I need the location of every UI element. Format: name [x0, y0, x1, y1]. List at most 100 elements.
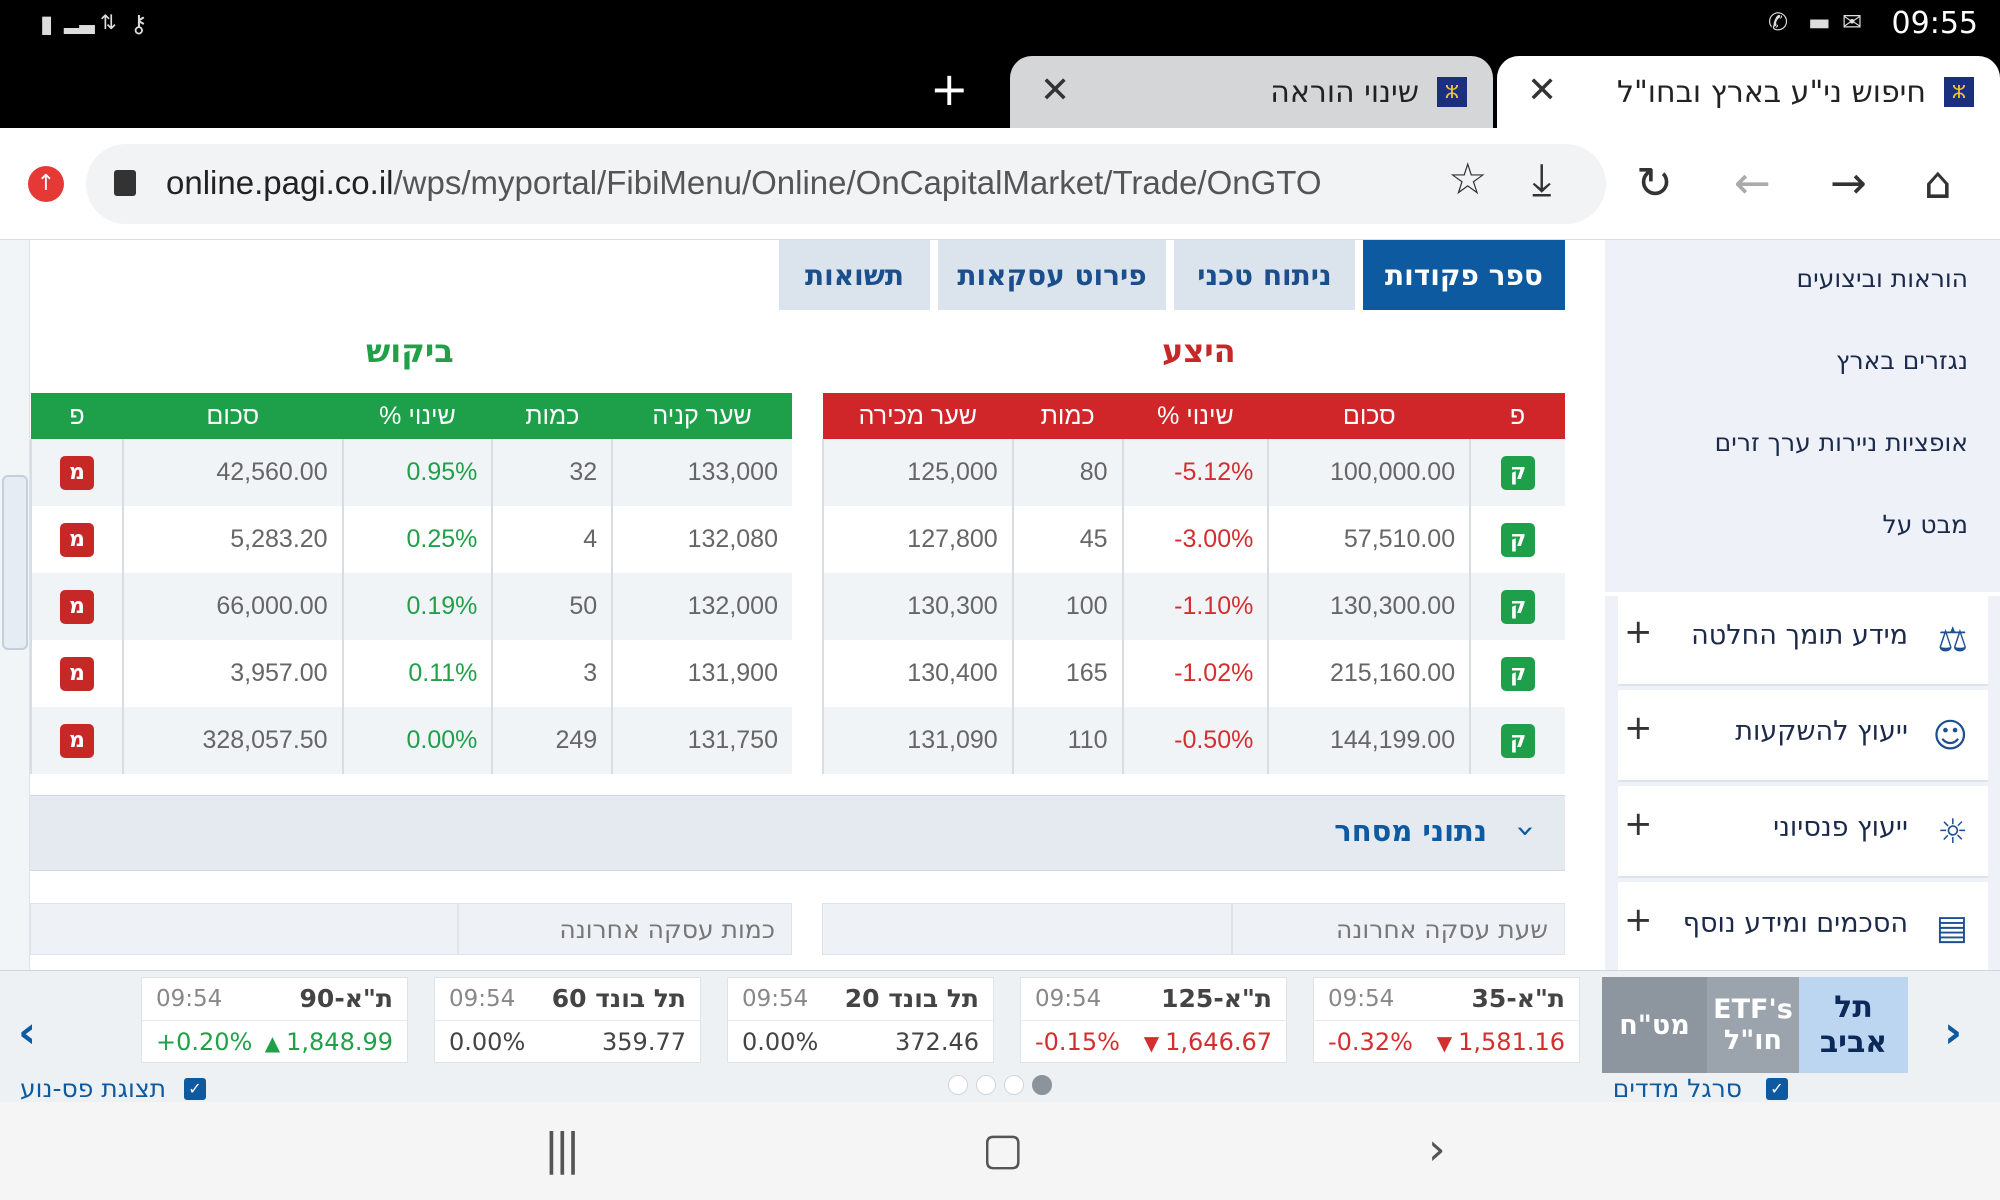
supply-row[interactable]: 125,000 80 -5.12% 100,000.00 ק — [822, 439, 1565, 506]
index-value: 359.77 — [602, 1028, 686, 1056]
accordion-label: הסכמים ומידע נוסף — [1682, 908, 1908, 939]
index-name: תל בונד 60 — [551, 984, 686, 1013]
supply-cell-badge: ק — [1469, 439, 1565, 506]
download-icon[interactable]: ⤓ — [1532, 154, 1552, 205]
triangle-up-icon: ▲ — [264, 1031, 281, 1055]
browser-tab-active[interactable]: ⵣ חיפוש ני"ע בארץ ובחו"ל ✕ — [1497, 56, 2000, 128]
buy-badge[interactable]: ק — [1501, 723, 1536, 758]
trade-data-toggle[interactable]: › נתוני מסחר — [30, 795, 1565, 871]
market-tab-forex[interactable]: מט"ח — [1602, 977, 1707, 1073]
last-trade-time-label: שעת עסקה אחרונה — [1336, 915, 1548, 944]
supply-row[interactable]: 131,090 110 -0.50% 144,199.00 ק — [822, 707, 1565, 774]
tape-view-checkbox[interactable]: ✓ — [184, 1078, 206, 1100]
sidebar-link-overview[interactable]: מבט על — [1882, 510, 1968, 539]
update-icon[interactable]: ↑ — [28, 166, 64, 202]
sell-badge[interactable]: מ — [59, 589, 94, 624]
market-tab-tel-aviv[interactable]: תל אביב — [1799, 977, 1908, 1073]
sidebar-link-derivatives[interactable]: נגזרים בארץ — [1836, 346, 1968, 375]
sell-badge[interactable]: מ — [59, 656, 94, 691]
scroll-thumb[interactable] — [2, 475, 28, 650]
index-value-wrap: 372.46 — [895, 1028, 979, 1056]
sell-badge[interactable]: מ — [59, 455, 94, 490]
lock-icon[interactable] — [114, 170, 136, 196]
sell-badge[interactable]: מ — [59, 522, 94, 557]
ticker-page-dot[interactable] — [1004, 1075, 1024, 1095]
buy-badge[interactable]: ק — [1501, 455, 1536, 490]
index-card[interactable]: תל בונד 20 09:54 372.46 0.00% — [727, 977, 994, 1063]
ticker-next-arrow-icon[interactable]: › — [1944, 1007, 1963, 1058]
tape-view-label[interactable]: תצוגת פס-נוע — [20, 1074, 167, 1103]
tab-technical-analysis[interactable]: ניתוח טכני — [1174, 240, 1355, 310]
browser-tab-strip: ⵣ שינוי הוראה ✕ ⵣ חיפוש ני"ע בארץ ובחו"ל… — [0, 50, 2000, 128]
col-header-amount: סכום — [206, 401, 260, 430]
buy-badge[interactable]: ק — [1501, 656, 1536, 691]
index-bar-checkbox[interactable]: ✓ — [1766, 1078, 1788, 1100]
supply-cell-amount: 130,300.00 — [1267, 573, 1471, 640]
demand-row[interactable]: מ 42,560.00 0.95% 32 133,000 — [30, 439, 792, 506]
plus-icon[interactable]: + — [1624, 708, 1653, 748]
recent-apps-icon[interactable]: ||| — [544, 1124, 581, 1175]
triangle-down-icon: ▼ — [1436, 1031, 1453, 1055]
tab-order-book[interactable]: ספר פקודות — [1363, 240, 1565, 310]
close-tab-icon[interactable]: ✕ — [1040, 70, 1071, 111]
buy-badge[interactable]: ק — [1501, 522, 1536, 557]
demand-cell-amount: 42,560.00 — [121, 439, 343, 506]
index-name: ת"א-125 — [1161, 984, 1272, 1013]
demand-row[interactable]: מ 328,057.50 0.00% 249 131,750 — [30, 707, 792, 774]
col-header-amount: סכום — [1342, 401, 1396, 430]
browser-tab-inactive[interactable]: ⵣ שינוי הוראה ✕ — [1010, 56, 1493, 128]
index-value: 1,848.99 — [286, 1028, 393, 1056]
demand-row[interactable]: מ 5,283.20 0.25% 4 132,080 — [30, 506, 792, 573]
demand-cell-price: 131,750 — [611, 707, 792, 774]
sidebar-link-foreign-options[interactable]: אופציות ניירות ערך זרים — [1714, 428, 1968, 457]
trade-data-title: נתוני מסחר — [1334, 814, 1487, 848]
accordion-decision-support[interactable]: ⚖ מידע תומך החלטה + — [1618, 594, 1988, 686]
tab-returns[interactable]: תשואות — [779, 240, 930, 310]
supply-row[interactable]: 130,300 100 -1.10% 130,300.00 ק — [822, 573, 1565, 640]
accordion-investment-advice[interactable]: ☺ ייעוץ להשקעות + — [1618, 690, 1988, 782]
index-card[interactable]: ת"א-125 09:54 ▼ 1,646.67 -0.15% — [1020, 977, 1287, 1063]
accordion-pension-advice[interactable]: ☼ ייעוץ פנסיוני + — [1618, 786, 1988, 878]
reload-icon[interactable]: ↻ — [1636, 158, 1673, 209]
market-tab-etfs[interactable]: ETF's חו"ל — [1707, 977, 1799, 1073]
demand-row[interactable]: מ 3,957.00 0.11% 3 131,900 — [30, 640, 792, 707]
ticker-page-dot[interactable] — [1032, 1075, 1052, 1095]
index-bar-label[interactable]: סרגל מדדים — [1612, 1074, 1742, 1103]
new-tab-icon[interactable]: + — [930, 62, 969, 116]
sell-badge[interactable]: מ — [59, 723, 94, 758]
accordion-agreements[interactable]: ▤ הסכמים ומידע נוסף + — [1618, 882, 1988, 970]
supply-row[interactable]: 127,800 45 -3.00% 57,510.00 ק — [822, 506, 1565, 573]
back-icon[interactable]: ← — [1734, 158, 1771, 209]
android-nav-bar: ||| ▢ ‹ — [0, 1102, 2000, 1200]
url-field[interactable]: online.pagi.co.il/wps/myportal/FibiMenu/… — [86, 144, 1606, 224]
nav-back-icon[interactable]: ‹ — [1428, 1124, 1446, 1175]
ticker-prev-arrow-icon[interactable]: ‹ — [18, 1007, 37, 1058]
close-tab-icon[interactable]: ✕ — [1527, 70, 1558, 111]
sidebar-link-orders[interactable]: הוראות וביצועים — [1796, 264, 1968, 293]
nav-home-icon[interactable]: ▢ — [982, 1124, 1024, 1175]
index-card[interactable]: ת"א-90 09:54 ▲ 1,848.99 +0.20% — [141, 977, 408, 1063]
home-icon[interactable]: ⌂ — [1924, 158, 1952, 209]
supply-row[interactable]: 130,400 165 -1.02% 215,160.00 ק — [822, 640, 1565, 707]
plus-icon[interactable]: + — [1624, 612, 1653, 652]
side-scrollbar[interactable] — [0, 240, 30, 970]
browser-tab-title: שינוי הוראה — [1270, 74, 1419, 110]
ticker-page-dot[interactable] — [948, 1075, 968, 1095]
index-card[interactable]: תל בונד 60 09:54 359.77 0.00% — [434, 977, 701, 1063]
accordion-label: מידע תומך החלטה — [1691, 620, 1908, 651]
supply-cell-qty: 100 — [1011, 573, 1123, 640]
bookmark-star-icon[interactable]: ☆ — [1448, 154, 1488, 205]
buy-badge[interactable]: ק — [1501, 589, 1536, 624]
plus-icon[interactable]: + — [1624, 804, 1653, 844]
supply-cell-price: 130,400 — [822, 640, 1013, 707]
demand-cell-qty: 3 — [491, 640, 613, 707]
forward-icon[interactable]: → — [1830, 158, 1867, 209]
index-card[interactable]: ת"א-35 09:54 ▼ 1,581.16 -0.32% — [1313, 977, 1580, 1063]
demand-cell-amount: 3,957.00 — [121, 640, 343, 707]
ticker-page-dot[interactable] — [976, 1075, 996, 1095]
tab-transactions[interactable]: פירוט עסקאות — [938, 240, 1166, 310]
plus-icon[interactable]: + — [1624, 900, 1653, 940]
supply-cell-amount: 144,199.00 — [1267, 707, 1471, 774]
demand-row[interactable]: מ 66,000.00 0.19% 50 132,000 — [30, 573, 792, 640]
card-divider — [728, 1020, 993, 1021]
